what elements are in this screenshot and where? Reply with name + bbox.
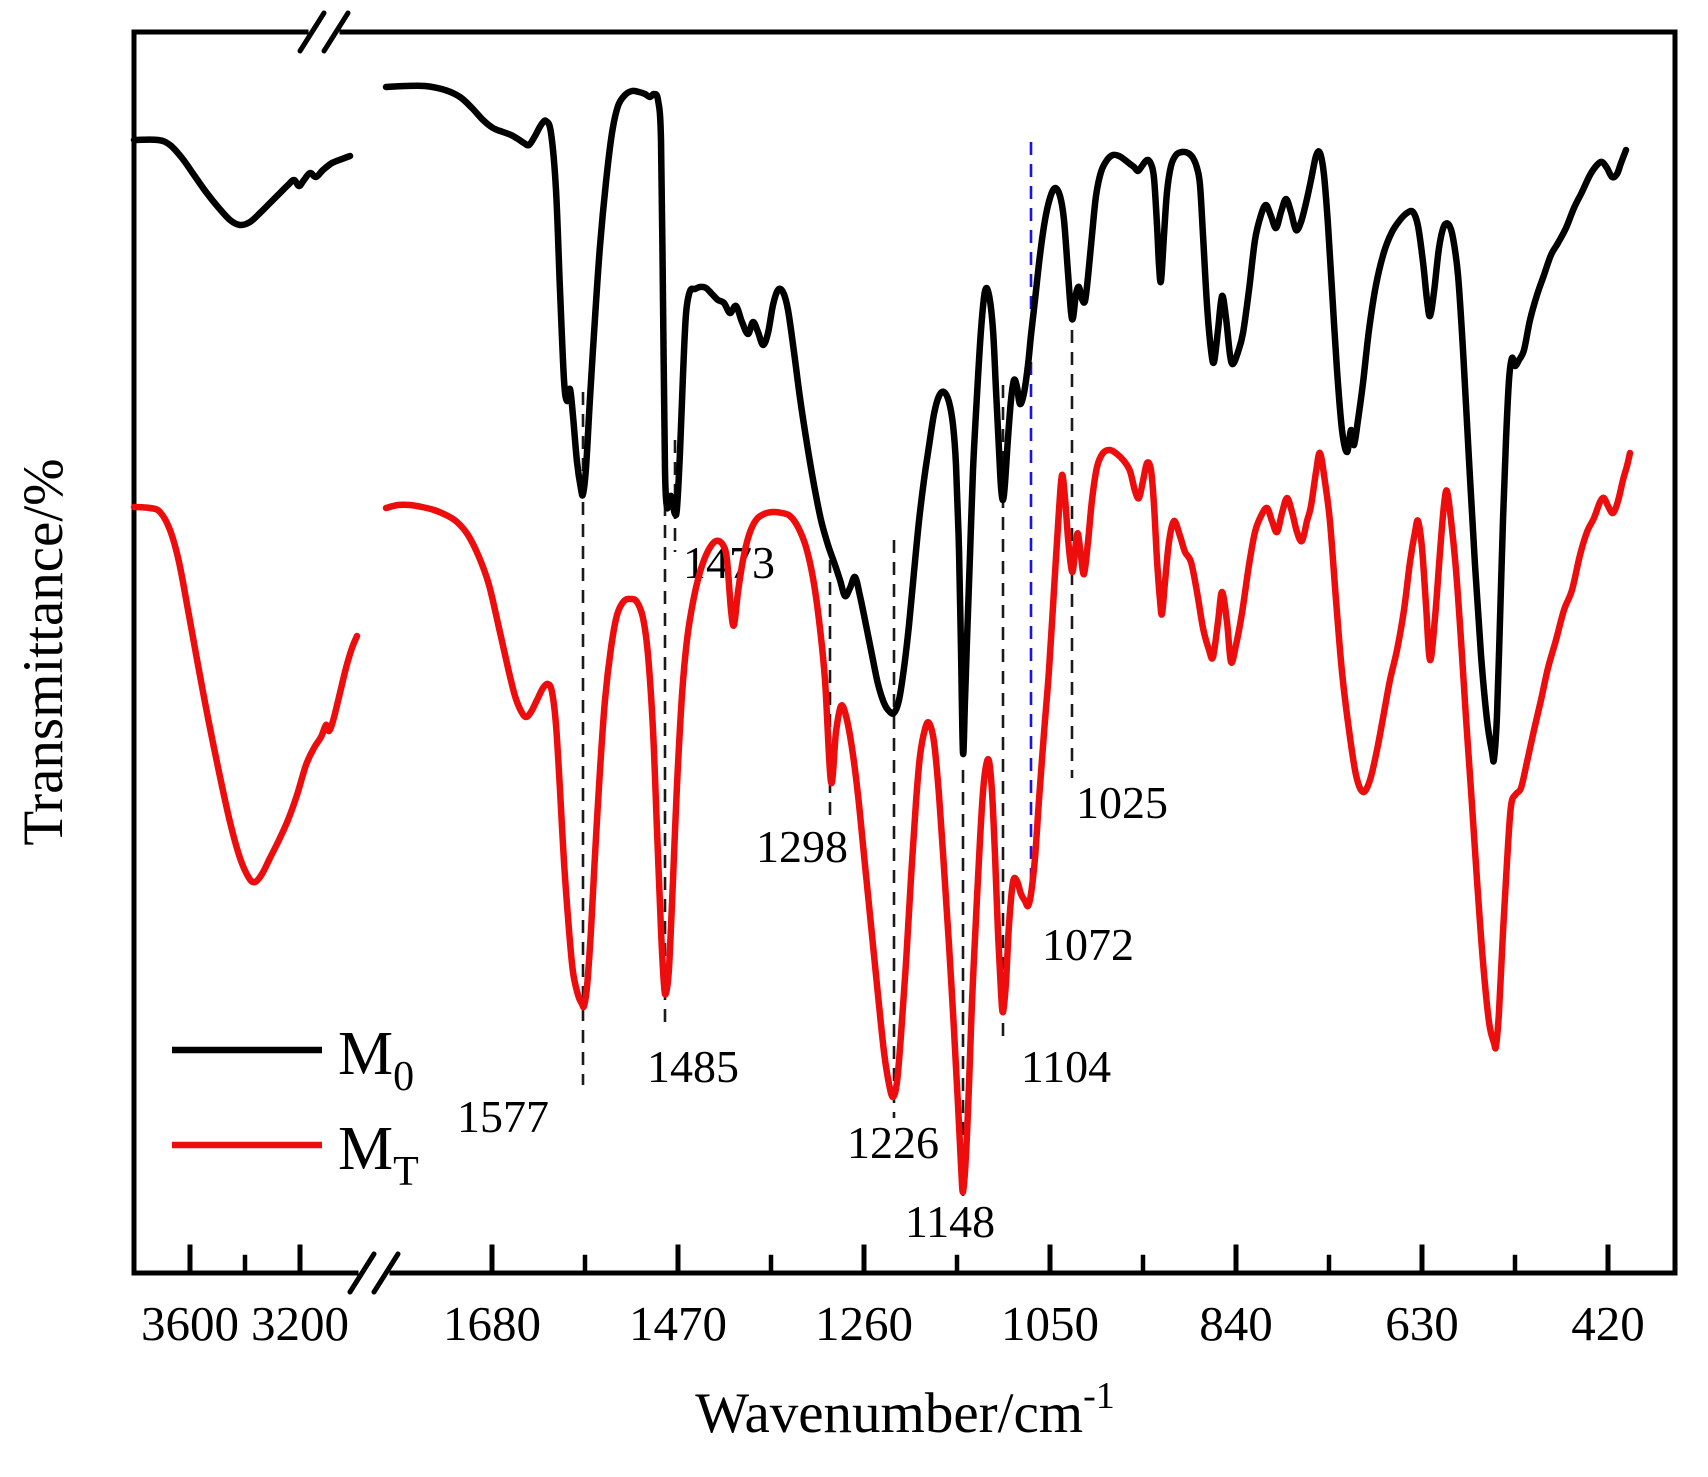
legend: M0 MT	[172, 1020, 419, 1195]
legend-label-m0: M0	[338, 1020, 414, 1100]
x-tick-label-3600: 3600	[141, 1296, 239, 1351]
peak-label-1104: 1104	[1021, 1041, 1111, 1092]
x-axis-title-superscript: -1	[1083, 1375, 1115, 1417]
x-tick-label-630: 630	[1385, 1296, 1459, 1351]
curve-m0-segment-1	[130, 136, 354, 229]
peak-label-1226: 1226	[847, 1117, 939, 1168]
x-tick-label-1260: 1260	[815, 1296, 913, 1351]
curve-m0-segment-2	[382, 82, 1630, 765]
axis-break-bottom-slash-1	[347, 1251, 377, 1295]
x-tick-label-1680: 1680	[443, 1296, 541, 1351]
curve-mt-segment-1	[130, 503, 361, 886]
x-tick-label-420: 420	[1571, 1296, 1645, 1351]
x-tick-label-1050: 1050	[1001, 1296, 1099, 1351]
peak-label-1025: 1025	[1076, 777, 1168, 828]
axis-break-bottom-slash-2	[371, 1251, 401, 1295]
x-tick-label-3200: 3200	[251, 1296, 349, 1351]
peak-label-1298: 1298	[756, 821, 848, 872]
y-axis-title: Transmittance/%	[12, 458, 75, 845]
legend-label-mt: MT	[338, 1115, 419, 1195]
spectra-curves	[130, 82, 1634, 1196]
x-axis-title-main: Wavenumber/cm	[695, 1382, 1083, 1445]
x-axis-ticks	[187, 1244, 1611, 1276]
x-axis-title: Wavenumber/cm-1	[695, 1375, 1115, 1445]
peak-label-1485: 1485	[647, 1041, 739, 1092]
peak-label-1148: 1148	[905, 1196, 995, 1247]
peak-label-1072: 1072	[1042, 919, 1134, 970]
axis-break-top-slash-1	[297, 10, 327, 54]
curve-mt-segment-2	[382, 446, 1634, 1196]
x-tick-label-840: 840	[1199, 1296, 1273, 1351]
peak-label-1577: 1577	[457, 1091, 549, 1142]
x-axis-tick-labels: 3600 3200 1680 1470 1260 1050 840 630 420	[141, 1296, 1645, 1351]
axis-break-top-slash-2	[321, 10, 351, 54]
x-tick-label-1470: 1470	[629, 1296, 727, 1351]
